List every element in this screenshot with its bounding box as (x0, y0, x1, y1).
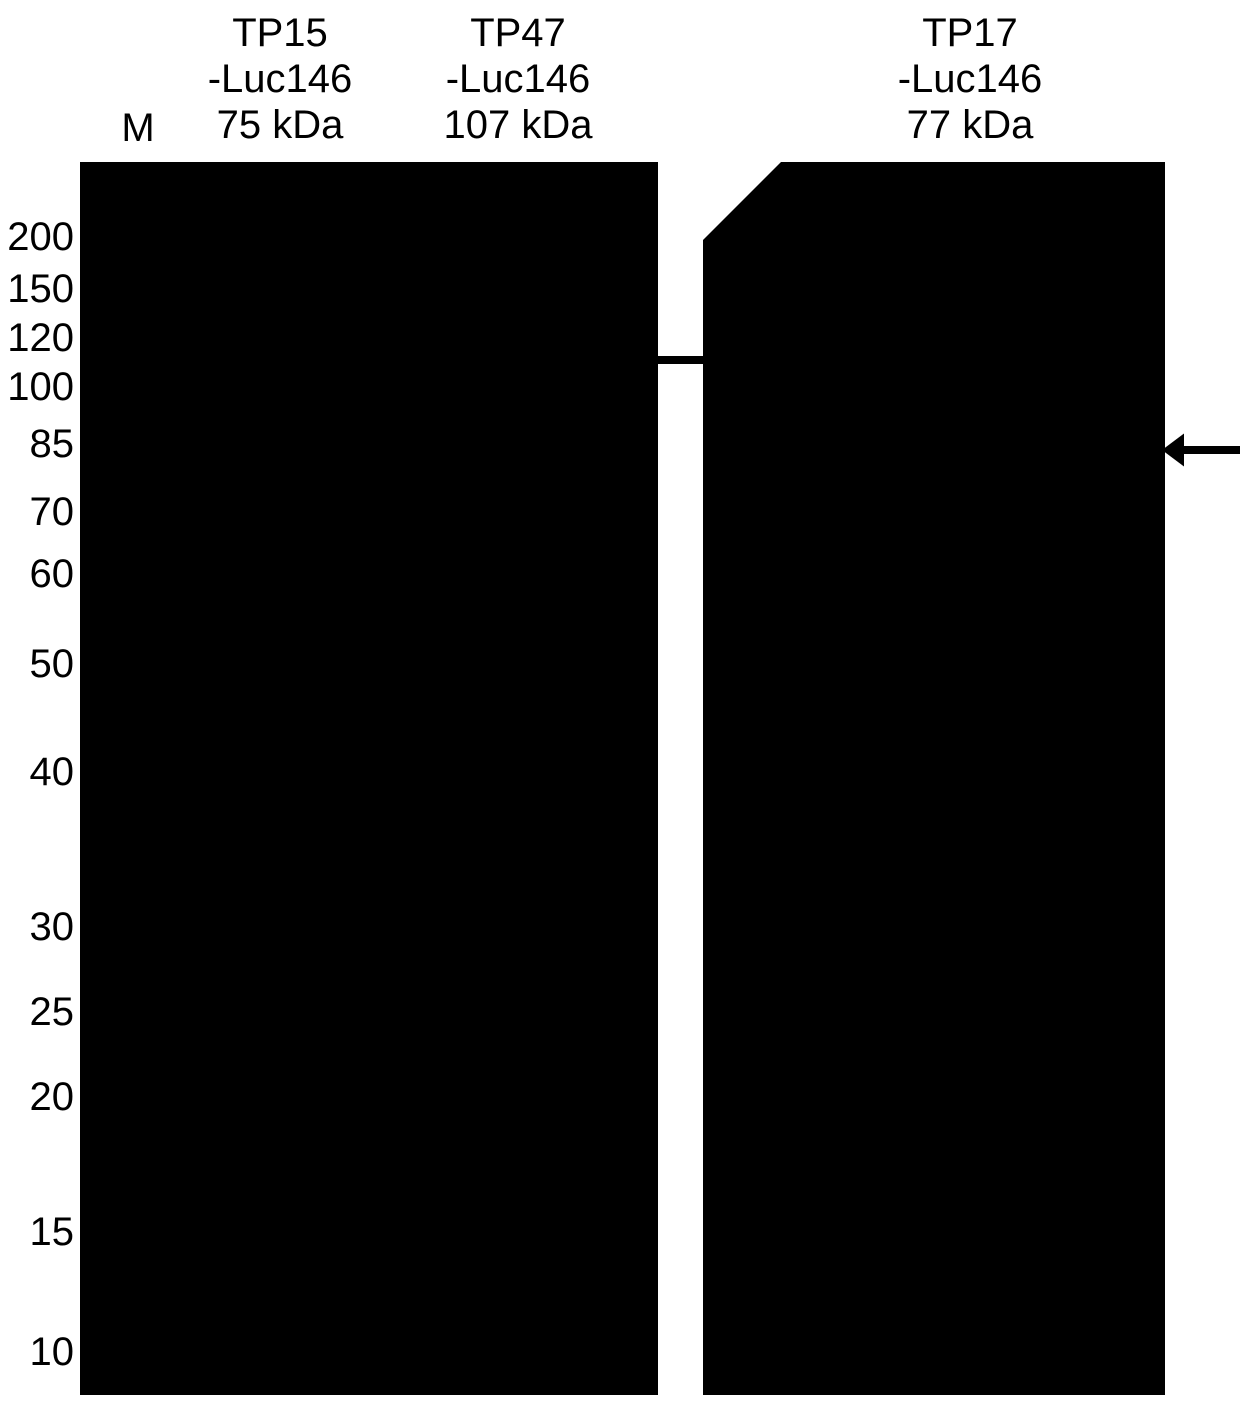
marker-label: 25 (0, 990, 74, 1035)
lane2-line3: 107 kDa (418, 102, 618, 148)
marker-label-text: 10 (30, 1330, 75, 1374)
marker-label-text: 70 (30, 490, 75, 534)
gel-figure: M TP15 -Luc146 75 kDa TP47 -Luc146 107 k… (0, 0, 1240, 1407)
marker-label: 50 (0, 642, 74, 687)
lane3-line3: 77 kDa (870, 102, 1070, 148)
gel-panel-left (80, 162, 658, 1395)
marker-label-text: 150 (7, 267, 74, 311)
marker-label-text: 100 (7, 365, 74, 409)
lane2-header: TP47 -Luc146 107 kDa (418, 10, 618, 148)
marker-label-text: 30 (30, 905, 75, 949)
marker-label-text: 120 (7, 316, 74, 360)
marker-label: 15 (0, 1210, 74, 1255)
marker-label-text: 60 (30, 552, 75, 596)
marker-label-text: 40 (30, 750, 75, 794)
marker-label: 200 (0, 215, 74, 260)
arrow-left-icon (610, 338, 705, 382)
lane3-header: TP17 -Luc146 77 kDa (870, 10, 1070, 148)
lane1-line1: TP15 (180, 10, 380, 56)
lane2-line2: -Luc146 (418, 56, 618, 102)
lane1-line2: -Luc146 (180, 56, 380, 102)
lane3-line1: TP17 (870, 10, 1070, 56)
marker-label: 85 (0, 422, 74, 467)
marker-label: 30 (0, 905, 74, 950)
marker-lane-label: M (108, 105, 168, 151)
gel-panel-right (703, 162, 1165, 1395)
marker-label: 10 (0, 1330, 74, 1375)
band-arrow (1162, 428, 1240, 472)
marker-label-text: 200 (7, 215, 74, 259)
lane1-line3: 75 kDa (180, 102, 380, 148)
marker-label: 20 (0, 1075, 74, 1120)
band-arrow (610, 338, 705, 382)
marker-lane-text: M (108, 105, 168, 151)
marker-label-text: 15 (30, 1210, 75, 1254)
marker-label: 150 (0, 267, 74, 312)
marker-label-text: 85 (30, 422, 75, 466)
marker-label: 60 (0, 552, 74, 597)
marker-label-text: 20 (30, 1075, 75, 1119)
marker-label: 70 (0, 490, 74, 535)
lane3-line2: -Luc146 (870, 56, 1070, 102)
lane1-header: TP15 -Luc146 75 kDa (180, 10, 380, 148)
marker-label: 100 (0, 365, 74, 410)
marker-label: 40 (0, 750, 74, 795)
gel-panel-right-corner (703, 162, 781, 240)
marker-label: 120 (0, 316, 74, 361)
marker-label-text: 50 (30, 642, 75, 686)
lane2-line1: TP47 (418, 10, 618, 56)
marker-label-text: 25 (30, 990, 75, 1034)
arrow-left-icon (1162, 428, 1240, 472)
